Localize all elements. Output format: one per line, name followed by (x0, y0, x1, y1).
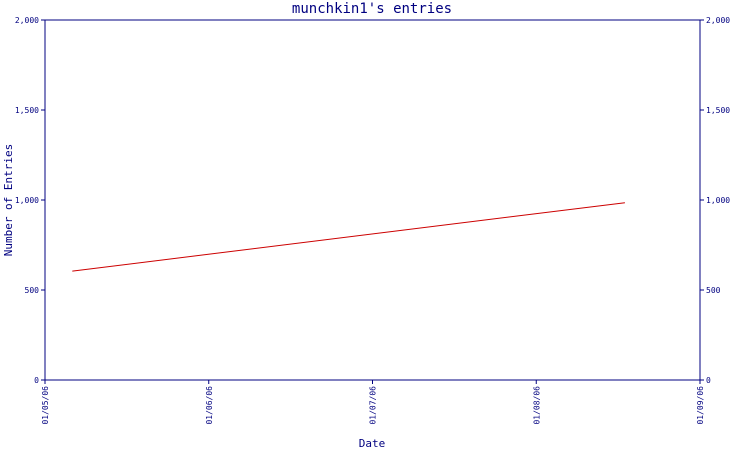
x-tick-label: 01/06/06 (205, 386, 214, 425)
y-tick-label-left: 2,000 (15, 16, 39, 25)
series-group (72, 202, 625, 272)
x-axis-label: Date (359, 437, 386, 450)
chart-title: munchkin1's entries (292, 1, 452, 17)
y-axis-label: Number of Entries (2, 144, 15, 257)
x-ticks: 01/05/06 01/06/06 01/07/06 01/08/06 01/09/06 (41, 380, 705, 425)
y-tick-label-right: 1,500 (706, 106, 730, 115)
y-ticks-left: 0 500 1,000 1,500 2,000 (15, 16, 45, 385)
x-tick-label: 01/07/06 (369, 386, 378, 425)
y-tick-label-left: 1,500 (15, 106, 39, 115)
series-line (72, 202, 625, 272)
y-ticks-right: 0 500 1,000 1,500 2,000 (700, 16, 730, 385)
y-tick-label-left: 1,000 (15, 196, 39, 205)
y-tick-label-right: 2,000 (706, 16, 730, 25)
plot-area (44, 19, 701, 381)
y-tick-label-left: 0 (34, 376, 39, 385)
y-tick-label-right: 0 (706, 376, 711, 385)
y-tick-label-right: 1,000 (706, 196, 730, 205)
x-tick-label: 01/08/06 (532, 386, 541, 425)
x-tick-label: 01/05/06 (41, 386, 50, 425)
y-tick-label-right: 500 (706, 286, 721, 295)
y-tick-label-left: 500 (25, 286, 40, 295)
x-tick-label: 01/09/06 (696, 386, 705, 425)
